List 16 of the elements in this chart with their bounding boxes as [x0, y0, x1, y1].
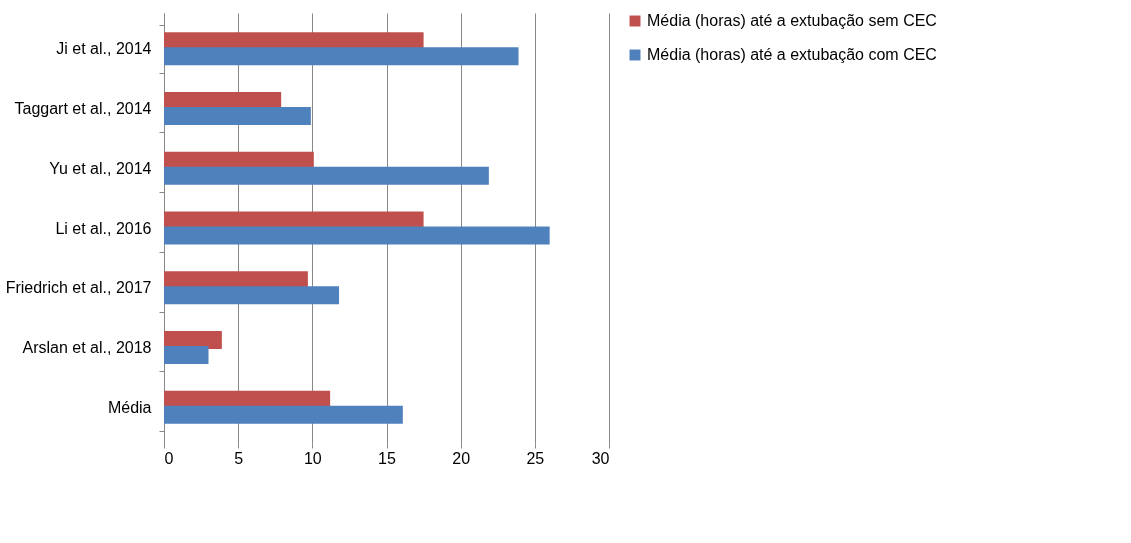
x-tick-label: 15	[378, 449, 396, 467]
y-tick-label: Arslan et al., 2018	[22, 338, 152, 356]
x-tick-label: 0	[164, 449, 174, 467]
y-tick-label: Média	[107, 398, 152, 416]
x-tick-label: 30	[591, 449, 610, 467]
y-tick-label: Ji et al., 2014	[56, 40, 152, 58]
y-tick-label: Friedrich et al., 2017	[5, 279, 152, 297]
y-tick-label: Yu et al., 2014	[49, 159, 152, 177]
x-tick-label: 10	[303, 449, 322, 467]
y-tick-label: Li et al., 2016	[55, 219, 152, 237]
legend-label: Média (horas) até a extubação sem CEC	[647, 12, 937, 29]
legend-label: Média (horas) até a extubação com CEC	[647, 46, 937, 63]
x-tick-label: 20	[452, 449, 471, 467]
x-tick-label: 5	[234, 449, 244, 467]
x-tick-label: 25	[526, 449, 545, 467]
y-tick-label: Taggart et al., 2014	[14, 100, 152, 118]
